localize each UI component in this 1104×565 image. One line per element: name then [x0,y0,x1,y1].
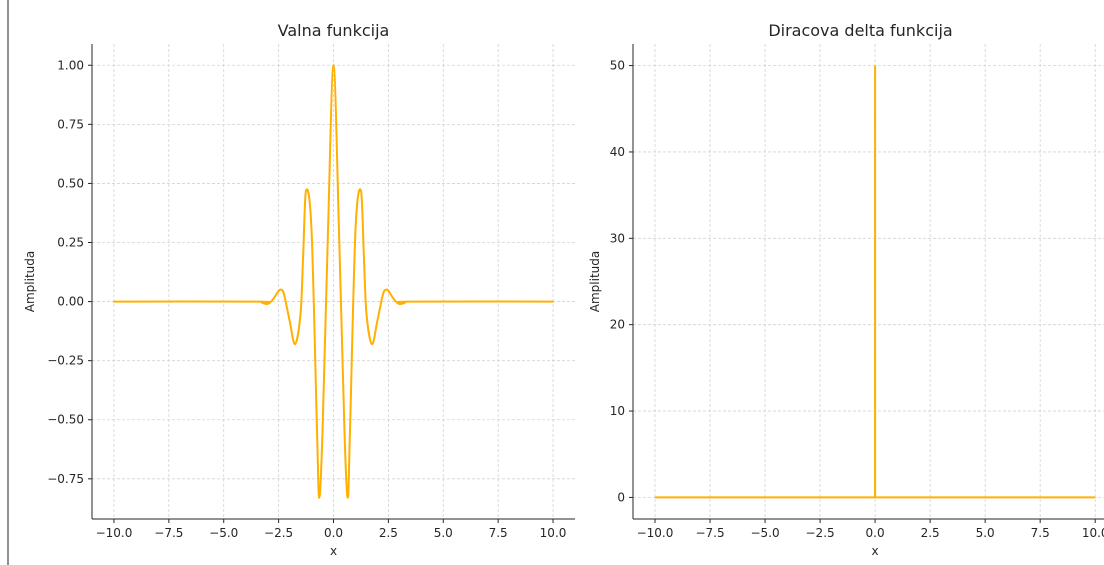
x-tick-label: 0.0 [324,526,343,540]
chart-title: Diracova delta funkcija [768,21,952,40]
wave-function-chart: −10.0 −7.5 −5.0 −2.5 0.0 2.5 5.0 7.5 10.0 −0.75 −0… [23,21,575,558]
y-tick-label: 50 [610,59,625,73]
x-tick-label: 0.0 [866,526,885,540]
x-tick-label: −7.5 [154,526,183,540]
y-tick-label: 30 [610,231,625,245]
dirac-delta-chart: −10.0 −7.5 −5.0 −2.5 0.0 2.5 5.0 7.5 10.0 0 10 20 30… [588,21,1104,558]
x-tick-label: 7.5 [1031,526,1050,540]
y-tick-label: −0.75 [47,472,84,486]
x-tick-label: −10.0 [637,526,674,540]
y-tick-label: 10 [610,404,625,418]
series-line [655,65,1096,499]
x-tick-label: 5.0 [976,526,995,540]
x-tick-label: −5.0 [750,526,779,540]
y-tick-label: −0.25 [47,354,84,368]
y-tick-label: 1.00 [57,58,84,72]
y-tick-label: 0.00 [57,295,84,309]
x-tick-label: 10.0 [540,526,567,540]
x-tick-label: −2.5 [806,526,835,540]
y-tick-label: 20 [610,318,625,332]
y-tick-label: 0.25 [57,236,84,250]
y-axis-label: Amplituda [588,251,602,312]
x-tick-label: −2.5 [264,526,293,540]
y-tick-label: 40 [610,145,625,159]
y-tick-label: 0.75 [57,117,84,131]
x-tick-label: 2.5 [379,526,398,540]
x-tick-label: −10.0 [96,526,133,540]
x-tick-label: −5.0 [209,526,238,540]
y-tick-label: 0 [617,490,625,504]
x-axis-label: x [872,544,879,558]
x-tick-label: 7.5 [489,526,508,540]
chart-title: Valna funkcija [278,21,390,40]
y-tick-label: 0.50 [57,176,84,190]
y-tick-label: −0.50 [47,413,84,427]
x-axis-label: x [330,544,337,558]
series-line [112,64,555,499]
x-tick-label: −7.5 [695,526,724,540]
x-tick-label: 10.0 [1082,526,1104,540]
x-tick-label: 2.5 [921,526,940,540]
x-tick-label: 5.0 [434,526,453,540]
y-axis-label: Amplituda [23,251,37,312]
